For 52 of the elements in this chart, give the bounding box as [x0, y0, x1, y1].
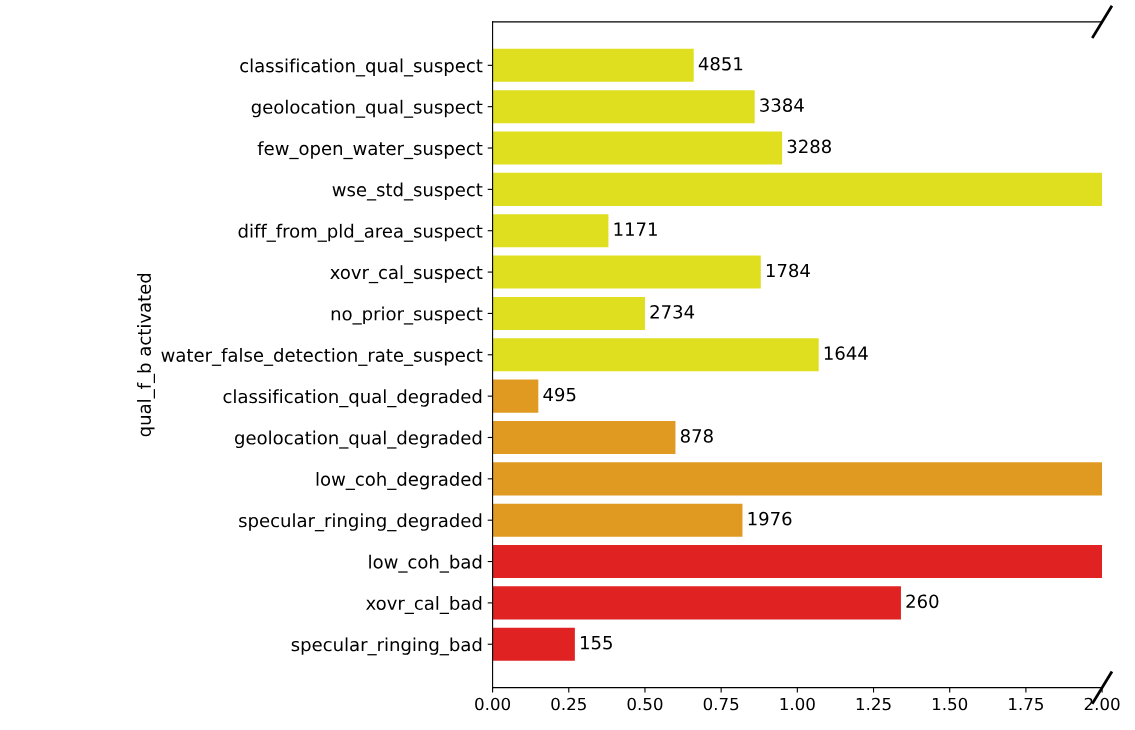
bar — [492, 296, 645, 330]
x-tick-label: 1.25 — [856, 697, 891, 711]
x-tick-label: 2.00 — [1084, 697, 1120, 711]
bar — [492, 627, 575, 661]
annotation: 1784 — [766, 263, 810, 278]
x-tick-label: 0.50 — [627, 697, 663, 711]
y-tick-label: classification_qual_suspect — [240, 58, 483, 77]
x-tick-label: 1.75 — [1009, 697, 1043, 711]
bar — [492, 586, 901, 620]
y-tick-label: geolocation_qual_suspect — [251, 99, 483, 118]
x-tick-label: 1.00 — [780, 697, 815, 711]
y-tick-label: few_open_water_suspect — [257, 141, 483, 160]
y-tick-label: classification_qual_degraded — [223, 389, 482, 408]
bar — [492, 90, 755, 124]
y-axis-title: qual_f_b activated — [137, 273, 156, 437]
annotation: 1171 — [614, 222, 657, 236]
y-tick-label: water_false_detection_rate_suspect — [161, 347, 483, 366]
y-tick-label: low_coh_degraded — [316, 471, 482, 490]
y-tick-label: wse_std_suspect — [332, 182, 483, 201]
annotation: 155 — [581, 636, 612, 650]
bar — [492, 172, 1103, 206]
bar — [492, 214, 609, 248]
bar — [492, 131, 783, 165]
annotation: 4851 — [698, 56, 743, 71]
y-tick-label: diff_from_pld_area_suspect — [238, 223, 483, 242]
x-tick-label: 0.75 — [703, 697, 739, 711]
y-tick-label: xovr_cal_suspect — [330, 265, 483, 284]
bar — [492, 420, 676, 455]
bar — [492, 379, 539, 413]
annotation: 495 — [543, 387, 576, 402]
bar — [492, 338, 819, 372]
x-tick-label: 0.25 — [551, 697, 586, 711]
bar — [492, 255, 761, 289]
bar — [492, 503, 743, 537]
bar — [492, 462, 1103, 496]
y-tick-label: specular_ringing_bad — [291, 637, 482, 656]
y-tick-label: xovr_cal_bad — [366, 596, 482, 615]
annotation: 260 — [906, 594, 939, 609]
y-tick-label: geolocation_qual_degraded — [235, 430, 482, 449]
annotation: 3288 — [787, 139, 831, 154]
annotation: 3384 — [760, 98, 804, 112]
bar — [492, 545, 1103, 579]
x-tick-label: 0.00 — [475, 697, 511, 711]
y-tick-label: no_prior_suspect — [331, 306, 483, 325]
annotation: 1644 — [824, 346, 868, 361]
y-tick-label: low_coh_bad — [369, 554, 482, 573]
y-tick-label: specular_ringing_degraded — [239, 513, 482, 532]
x-tick-label: 1.50 — [932, 697, 968, 711]
annotation: 2734 — [650, 305, 695, 319]
annotation: 1976 — [748, 511, 792, 526]
annotation: 878 — [680, 429, 713, 443]
bar — [492, 48, 694, 82]
